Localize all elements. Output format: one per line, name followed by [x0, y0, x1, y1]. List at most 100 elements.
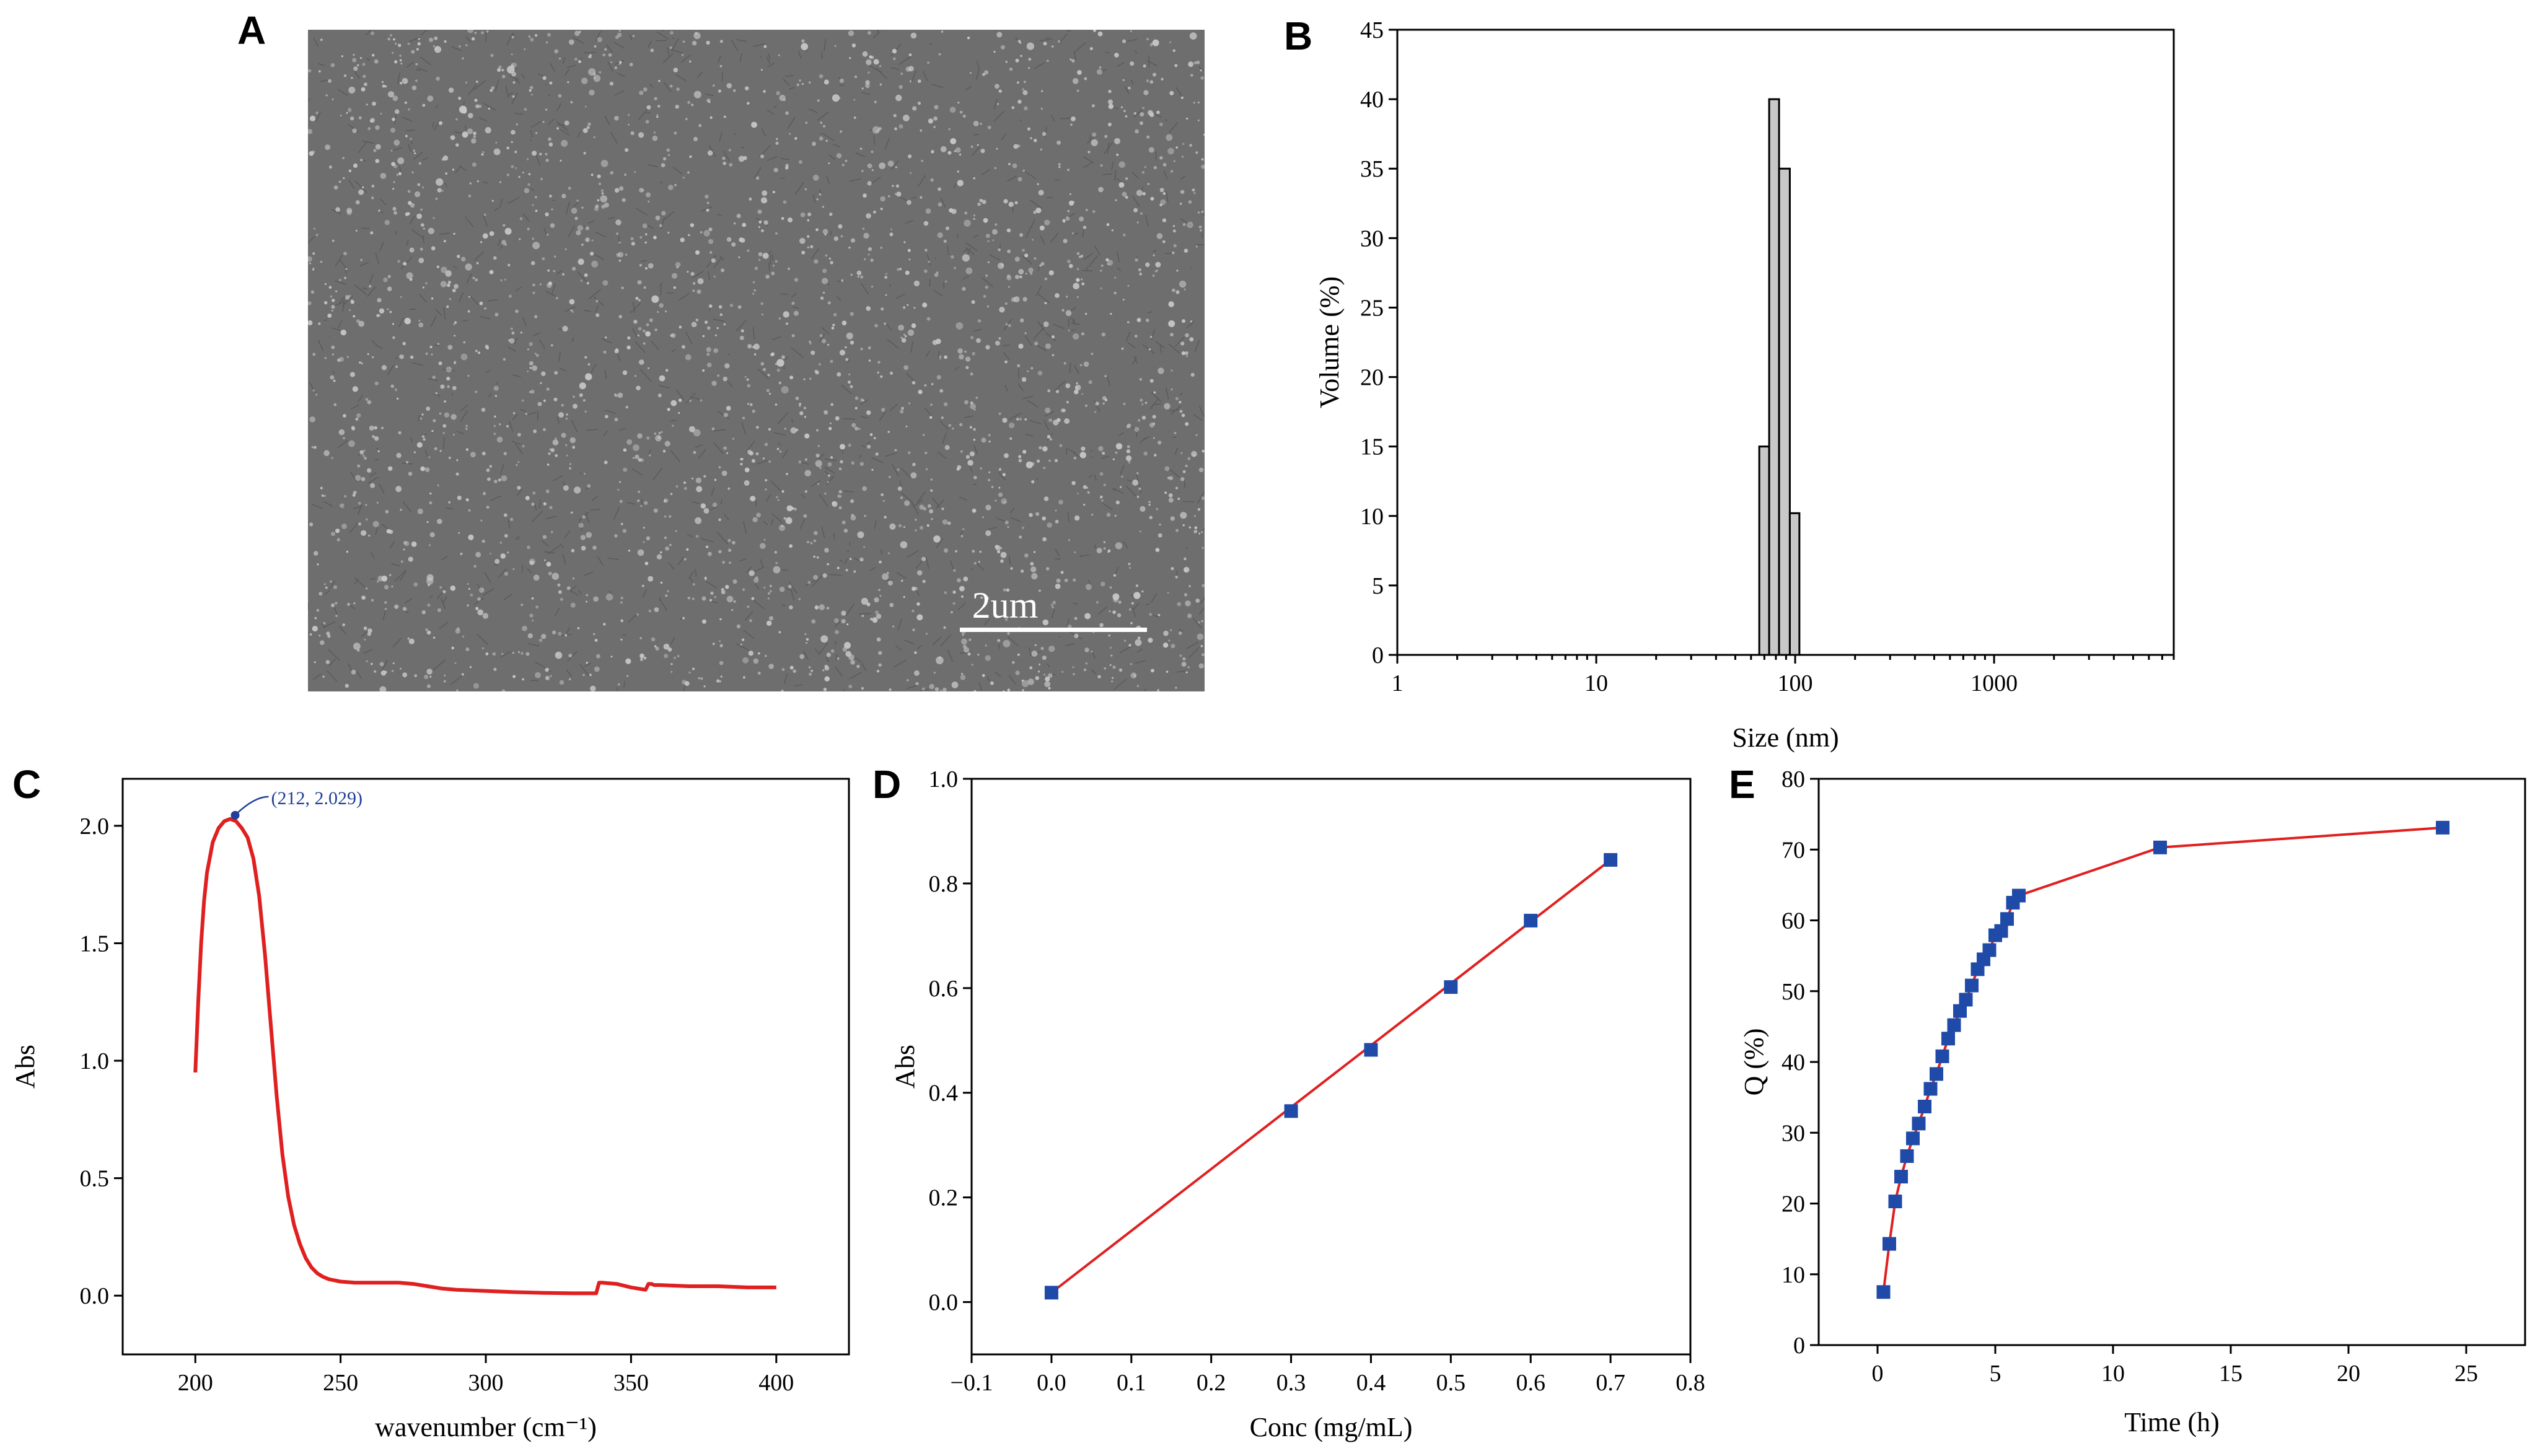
sem-particle — [775, 561, 778, 564]
sem-crack — [1136, 648, 1143, 653]
sem-crack — [556, 416, 560, 424]
sem-crack — [559, 128, 570, 136]
sem-crack — [455, 166, 461, 173]
x-tick-label: 10 — [2101, 1361, 2125, 1387]
sem-crack — [824, 458, 837, 462]
x-tick-label: 0.4 — [1356, 1370, 1386, 1396]
sem-crack — [439, 232, 450, 235]
sem-crack — [713, 429, 726, 432]
sem-crack — [354, 284, 367, 295]
x-tick-label: 0.1 — [1117, 1370, 1146, 1396]
sem-crack — [743, 521, 747, 534]
sem-crack — [514, 78, 521, 84]
sem-crack — [648, 449, 651, 455]
sem-crack — [906, 372, 916, 382]
sem-crack — [406, 62, 414, 68]
sem-crack — [467, 84, 478, 95]
sem-crack — [672, 167, 683, 175]
sem-crack — [903, 639, 915, 645]
sem-crack — [584, 662, 591, 667]
sem-crack — [1087, 579, 1092, 589]
sem-crack — [1120, 465, 1125, 475]
sem-crack — [635, 208, 648, 216]
sem-crack — [480, 315, 491, 320]
sem-crack — [494, 564, 498, 566]
sem-crack — [1117, 62, 1125, 67]
sem-particle — [495, 141, 498, 144]
sem-crack — [566, 669, 572, 677]
sem-crack — [349, 604, 356, 610]
sem-crack — [1186, 546, 1188, 550]
sem-crack — [439, 621, 449, 629]
sem-crack — [1166, 191, 1169, 202]
sem-crack — [608, 590, 613, 595]
sem-crack — [826, 475, 835, 486]
plot-frame — [1817, 778, 2526, 1346]
plot-frame — [121, 778, 850, 1356]
sem-crack — [411, 229, 424, 239]
sem-crack — [1055, 380, 1066, 391]
sem-crack — [308, 98, 311, 102]
sem-crack — [512, 414, 518, 421]
sem-crack — [538, 339, 546, 349]
panel-e-release-profile-chart: E 0 5 10 15 20 25 0 10 20 30 40 50 60 70 80 Time (h) Q (%… — [1729, 762, 2526, 1437]
sem-crack — [486, 370, 491, 373]
sem-crack — [767, 156, 778, 161]
sem-particle — [900, 72, 903, 76]
sem-crack — [371, 340, 378, 346]
sem-crack — [911, 70, 917, 82]
sem-crack — [348, 179, 355, 189]
sem-crack — [670, 419, 677, 422]
panel-b-size-distribution-chart: B 1 10 100 1000 0 5 10 15 20 25 30 35 40 45 Size (nm) Vo… — [1284, 14, 2175, 753]
sem-crack — [397, 72, 401, 85]
sem-crack — [964, 415, 973, 418]
sem-particle — [650, 48, 654, 53]
sem-crack — [1131, 594, 1134, 599]
sem-crack — [392, 638, 402, 648]
x-tick-label: 300 — [468, 1370, 504, 1396]
sem-particle — [532, 365, 538, 371]
sem-crack — [1136, 432, 1138, 437]
sem-crack — [406, 240, 409, 246]
sem-crack — [855, 152, 866, 157]
sem-crack — [926, 254, 931, 266]
sem-crack — [333, 605, 338, 615]
panel-letter: D — [872, 762, 901, 807]
sem-crack — [547, 118, 555, 125]
sem-crack — [1130, 79, 1134, 85]
sem-crack — [1140, 437, 1146, 444]
sem-crack — [402, 462, 413, 465]
sem-crack — [315, 112, 321, 121]
sem-crack — [755, 501, 757, 507]
sem-crack — [1004, 384, 1008, 392]
sem-particle — [367, 534, 371, 537]
sem-crack — [322, 623, 325, 628]
sem-crack — [1053, 323, 1065, 330]
sem-crack — [616, 687, 618, 691]
sem-crack — [879, 410, 887, 421]
sem-crack — [833, 533, 835, 540]
sem-particle — [1185, 422, 1189, 426]
sem-crack — [1200, 597, 1205, 604]
sem-particle — [372, 435, 376, 439]
sem-particle — [548, 137, 551, 141]
sem-crack — [1187, 321, 1195, 328]
sem-crack — [1113, 488, 1124, 494]
sem-crack — [907, 685, 918, 690]
sem-crack — [1083, 161, 1094, 169]
sem-crack — [682, 683, 687, 691]
sem-crack — [1025, 434, 1034, 437]
sem-particle — [1083, 226, 1086, 229]
sem-crack — [978, 682, 982, 691]
sem-crack — [387, 364, 394, 375]
sem-particle — [920, 525, 923, 530]
sem-crack — [1017, 384, 1024, 392]
sem-crack — [551, 283, 556, 295]
sem-crack — [1090, 450, 1092, 452]
sem-crack — [698, 449, 706, 459]
sem-crack — [988, 527, 998, 530]
sem-crack — [1184, 478, 1186, 488]
sem-particle — [439, 450, 442, 452]
sem-particle — [391, 162, 395, 167]
sem-crack — [959, 652, 969, 654]
